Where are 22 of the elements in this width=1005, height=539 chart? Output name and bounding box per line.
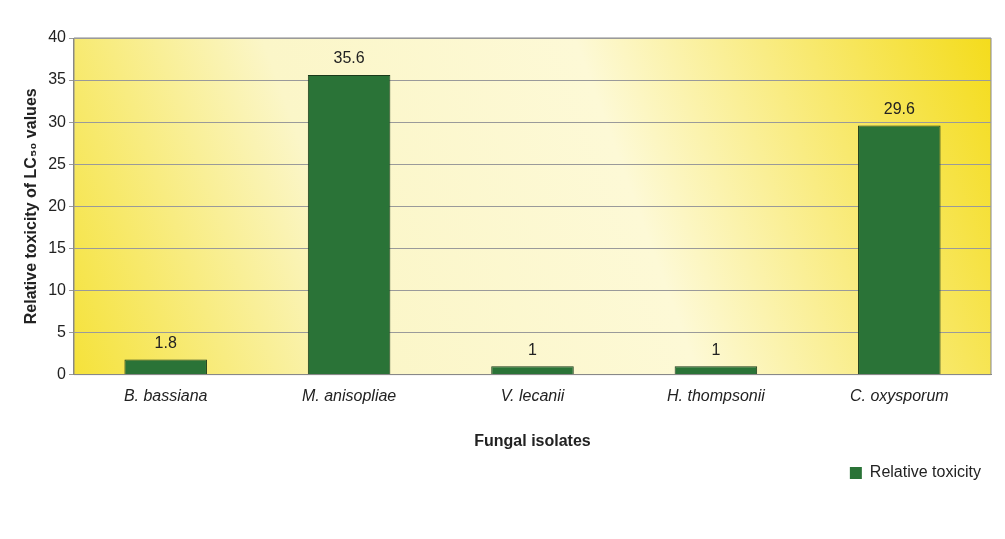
y-tick-label: 20 [48,196,67,214]
x-tick-label: H. thompsonii [666,386,766,404]
x-tick-label: M. anisopliae [301,386,397,404]
y-tick-label: 30 [48,112,67,130]
y-tick-label: 15 [48,238,67,256]
y-tick-label: 25 [48,154,67,172]
data-label: 35.6 [333,49,365,67]
x-tick-label: B. bassiana [123,386,208,404]
data-label: 1.8 [154,333,177,351]
data-label: 29.6 [883,99,915,117]
legend-label: Relative toxicity [869,463,982,481]
data-label: 1 [711,340,721,358]
x-tick-label: V. lecanii [500,386,565,404]
y-axis-title: Relative toxicity of LC₅₀ values [22,88,40,325]
y-tick-label: 35 [48,70,67,88]
y-tick-label: 40 [48,28,67,46]
y-tick-label: 10 [48,280,67,298]
x-axis-title: Fungal isolates [474,431,591,449]
y-tick-label: 5 [57,322,67,340]
data-label: 1 [528,340,538,358]
y-tick-label: 0 [57,365,67,383]
x-tick-label: C. oxysporum [849,386,949,404]
